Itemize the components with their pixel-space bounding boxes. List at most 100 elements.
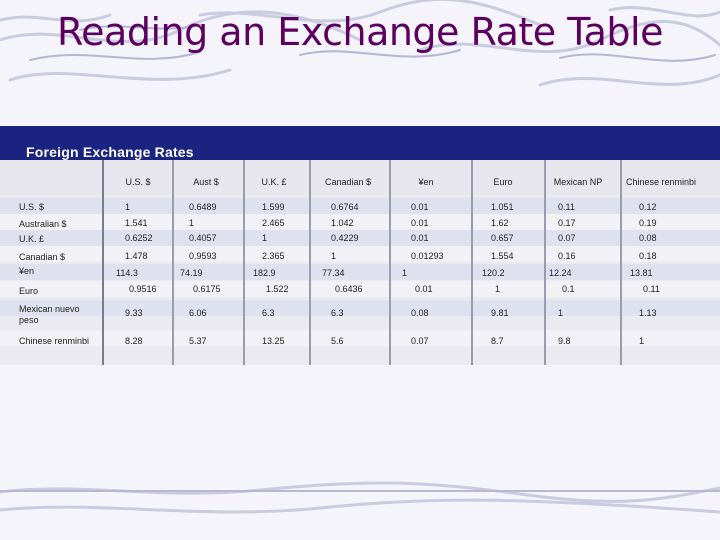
row-label: Chinese renminbi [19,336,90,346]
column-divider [172,160,174,365]
table-cell: 9.8 [558,336,571,346]
table-row-band [0,330,720,346]
column-header: U.S. $ [125,177,151,187]
column-divider [243,160,245,365]
slide-title: Reading an Exchange Rate Table [56,10,664,54]
table-cell: 2.365 [262,251,285,261]
table-cell: 114.3 [116,268,138,278]
column-header: Canadian $ [324,177,372,187]
table-caption: Foreign Exchange Rates [26,144,194,160]
table-cell: 1.13 [639,308,657,318]
table-cell: 182.9 [253,268,276,278]
table-cell: 120.2 [482,268,505,278]
column-divider [309,160,311,365]
row-label: Mexican nuevo peso [19,304,80,325]
table-cell: 0.6175 [193,284,221,294]
table-cell: 1 [402,268,408,278]
table-cell: 1.522 [266,284,289,294]
table-cell: 1 [125,202,131,212]
table-cell: 77.34 [322,268,345,278]
column-divider [102,160,104,365]
table-cell: 0.657 [491,233,514,243]
table-cell: 1.051 [491,202,514,212]
table-cell: 0.4057 [189,233,217,243]
table-cell: 12.24 [549,268,572,278]
table-cell: 8.28 [125,336,143,346]
table-cell: 2.465 [262,218,285,228]
table-cell: 5.6 [331,336,344,346]
table-cell: 0.9593 [189,251,217,261]
table-cell: 9.33 [125,308,143,318]
table-cell: 0.18 [639,251,657,261]
table-cell: 0.08 [411,308,429,318]
column-divider [544,160,546,365]
table-cell: 8.7 [491,336,504,346]
row-label: Euro [19,286,39,296]
table-cell: 0.4229 [331,233,359,243]
table-row-band [0,300,720,316]
table-cell: 0.16 [558,251,576,261]
table-cell: 1.042 [331,218,354,228]
table-cell: 1 [331,251,337,261]
table-cell: 0.01 [411,233,429,243]
table-row-band [0,264,720,280]
table-cell: 0.07 [558,233,576,243]
table-cell: 6.06 [189,308,207,318]
table-cell: 1.62 [491,218,509,228]
row-label: Canadian $ [19,252,66,262]
table-cell: 1.599 [262,202,285,212]
table-cell: 0.19 [639,218,657,228]
table-cell: 0.6764 [331,202,359,212]
table-cell: 1 [639,336,645,346]
column-divider [389,160,391,365]
column-header: Chinese renminbi [625,177,697,187]
table-cell: 0.01 [411,202,429,212]
table-cell: 0.11 [558,202,575,212]
table-cell: 1 [189,218,195,228]
table-cell: 0.01293 [411,251,444,261]
table-cell: 13.81 [630,268,653,278]
column-header: ¥en [418,177,434,187]
table-cell: 0.1 [562,284,575,294]
table-cell: 0.11 [643,284,660,294]
table-cell: 1.541 [125,218,148,228]
table-cell: 1.554 [491,251,514,261]
table-row-band [0,281,720,297]
table-cell: 0.07 [411,336,429,346]
table-cell: 6.3 [262,308,275,318]
table-cell: 9.81 [491,308,509,318]
row-label: U.K. £ [19,234,45,244]
table-cell: 0.12 [639,202,657,212]
table-row-band [0,246,720,262]
column-divider [620,160,622,365]
footer-divider [0,490,720,492]
table-cell: 0.08 [639,233,657,243]
table-cell: 0.6252 [125,233,153,243]
table-cell: 6.3 [331,308,344,318]
table-cell: 1 [495,284,501,294]
row-label: ¥en [19,266,35,276]
table-cell: 0.01 [411,218,429,228]
table-cell: 0.9516 [129,284,157,294]
column-header: U.K. £ [261,177,287,187]
table-row-band [0,230,720,246]
table-cell: 13.25 [262,336,285,346]
table-cell: 1 [262,233,268,243]
table-row-band [0,214,720,230]
table-cell: 5.37 [189,336,207,346]
table-cell: 0.6489 [189,202,217,212]
column-header: Aust $ [193,177,219,187]
table-cell: 0.6436 [335,284,363,294]
table-row-band [0,198,720,214]
column-header: Euro [493,177,513,187]
row-label: Australian $ [19,219,67,229]
table-cell: 1 [558,308,564,318]
row-label: U.S. $ [19,202,45,212]
column-divider [471,160,473,365]
table-header-row [0,160,720,195]
table-caption-banner [0,126,720,160]
table-cell: 74.19 [180,268,203,278]
table-cell: 1.478 [125,251,148,261]
table-cell: 0.17 [558,218,576,228]
